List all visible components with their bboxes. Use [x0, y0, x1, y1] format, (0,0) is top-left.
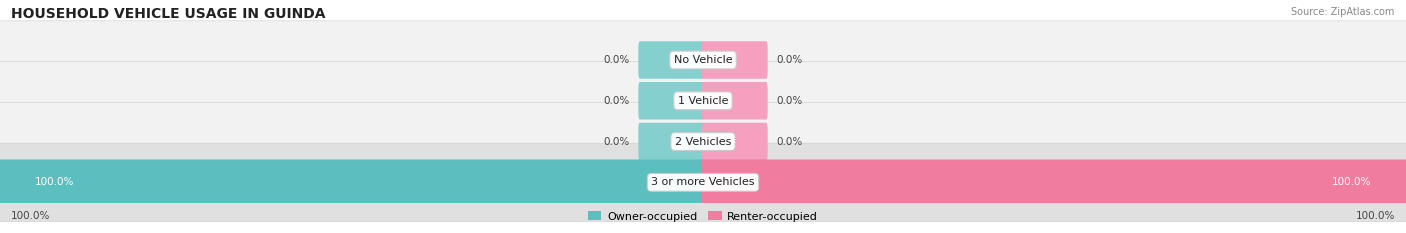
FancyBboxPatch shape	[702, 41, 768, 79]
FancyBboxPatch shape	[638, 82, 704, 120]
Text: 1 Vehicle: 1 Vehicle	[678, 96, 728, 106]
Text: 0.0%: 0.0%	[778, 96, 803, 106]
Text: 0.0%: 0.0%	[603, 137, 630, 147]
Text: 100.0%: 100.0%	[1331, 177, 1371, 187]
Text: Source: ZipAtlas.com: Source: ZipAtlas.com	[1291, 7, 1395, 17]
FancyBboxPatch shape	[638, 41, 704, 79]
Text: 2 Vehicles: 2 Vehicles	[675, 137, 731, 147]
FancyBboxPatch shape	[702, 82, 768, 120]
Text: HOUSEHOLD VEHICLE USAGE IN GUINDA: HOUSEHOLD VEHICLE USAGE IN GUINDA	[11, 7, 326, 21]
FancyBboxPatch shape	[638, 123, 704, 160]
FancyBboxPatch shape	[0, 143, 1406, 221]
Text: 100.0%: 100.0%	[35, 177, 75, 187]
FancyBboxPatch shape	[702, 123, 768, 160]
Text: No Vehicle: No Vehicle	[673, 55, 733, 65]
FancyBboxPatch shape	[0, 21, 1406, 99]
Text: 0.0%: 0.0%	[603, 96, 630, 106]
Text: 0.0%: 0.0%	[778, 55, 803, 65]
FancyBboxPatch shape	[0, 62, 1406, 140]
Text: 0.0%: 0.0%	[603, 55, 630, 65]
FancyBboxPatch shape	[0, 159, 704, 205]
Text: 0.0%: 0.0%	[778, 137, 803, 147]
Text: 100.0%: 100.0%	[11, 211, 51, 221]
FancyBboxPatch shape	[0, 103, 1406, 181]
Text: 100.0%: 100.0%	[1355, 211, 1395, 221]
Legend: Owner-occupied, Renter-occupied: Owner-occupied, Renter-occupied	[583, 207, 823, 226]
Text: 3 or more Vehicles: 3 or more Vehicles	[651, 177, 755, 187]
FancyBboxPatch shape	[700, 159, 1406, 205]
